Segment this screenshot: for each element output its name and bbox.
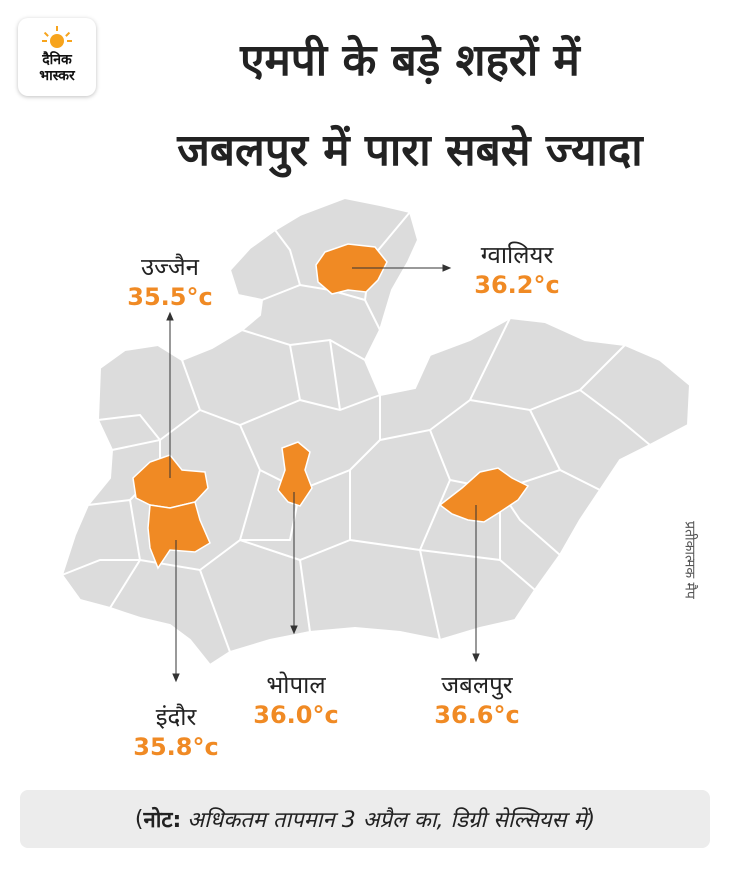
city-name: ग्वालियर — [480, 241, 554, 269]
sun-icon — [42, 26, 72, 48]
logo-line-2: भास्कर — [39, 68, 75, 84]
indore-district — [147, 501, 211, 570]
bhopal-label: भोपाल 36.0°c — [236, 670, 356, 730]
city-temperature: 36.2°c — [474, 271, 560, 299]
gwalior-label: ग्वालियर 36.2°c — [452, 240, 582, 300]
footnote-label: नोट: — [143, 808, 182, 833]
gwalior-arrowhead — [442, 264, 452, 272]
ujjain-arrowhead — [166, 311, 174, 321]
jabalpur-label: जबलपुर 36.6°c — [412, 670, 542, 730]
logo-line-1: दैनिक — [42, 52, 72, 68]
footnote-text: अधिकतम तापमान 3 अप्रैल का, डिग्री सेल्सि… — [187, 808, 596, 833]
headline-line-2: जबलपुर में पारा सबसे ज्यादा — [177, 125, 643, 176]
footnote-box: ( नोट: अधिकतम तापमान 3 अप्रैल का, डिग्री… — [20, 790, 710, 848]
city-name: इंदौर — [155, 703, 197, 731]
jabalpur-district — [438, 467, 530, 523]
city-temperature: 35.8°c — [133, 733, 219, 761]
footnote-open-paren: ( — [134, 806, 144, 832]
ujjain-label: उज्जैन 35.5°c — [110, 252, 230, 312]
jabalpur-arrowhead — [472, 653, 480, 663]
headline-line-1: एमपी के बड़े शहरों में — [240, 35, 580, 86]
bhopal-arrowhead — [290, 625, 298, 635]
symbolic-map-note: प्रतीकात्मक मैप — [681, 521, 698, 599]
dainik-bhaskar-logo: दैनिक भास्कर — [18, 18, 96, 96]
indore-label: इंदौर 35.8°c — [116, 702, 236, 762]
gwalior-district — [315, 243, 388, 295]
indore-arrowhead — [172, 673, 180, 683]
city-temperature: 36.0°c — [253, 701, 339, 729]
city-name: उज्जैन — [140, 253, 199, 281]
state-outline — [60, 196, 692, 667]
bhopal-district — [277, 441, 313, 507]
ujjain-district — [132, 454, 209, 509]
city-temperature: 35.5°c — [127, 283, 213, 311]
city-temperature: 36.6°c — [434, 701, 520, 729]
city-name: जबलपुर — [441, 671, 513, 699]
district-borders — [61, 211, 651, 653]
city-name: भोपाल — [266, 671, 326, 699]
